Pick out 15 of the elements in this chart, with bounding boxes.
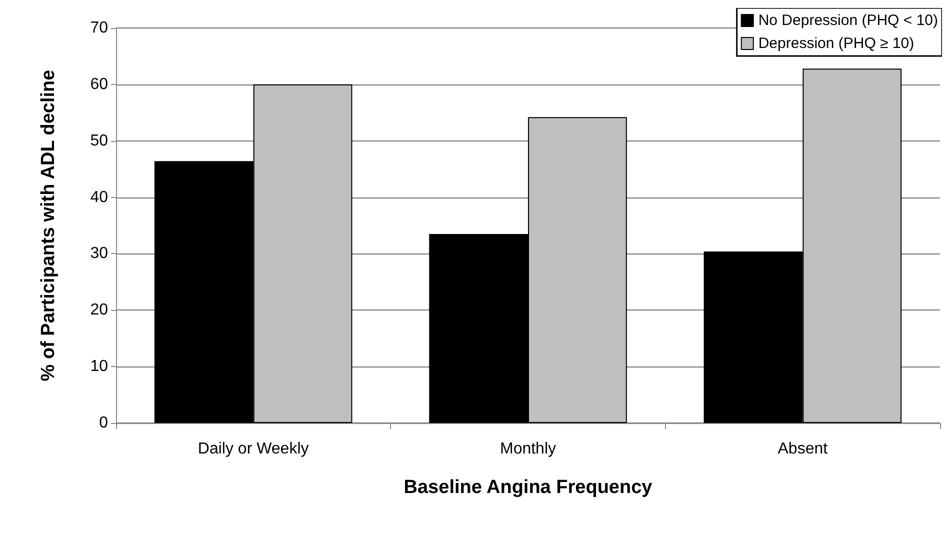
y-tick-label: 30 <box>90 245 108 262</box>
legend-label: No Depression (PHQ < 10) <box>758 12 938 29</box>
x-tick-label: Monthly <box>500 440 556 458</box>
y-tick-label: 40 <box>90 188 108 206</box>
y-tick-label: 0 <box>99 414 108 432</box>
y-tick-label: 70 <box>90 20 108 36</box>
legend-label: Depression (PHQ ≥ 10) <box>758 35 914 52</box>
y-axis-title: % of Participants with ADL decline <box>38 70 59 382</box>
y-tick-label: 10 <box>90 358 108 376</box>
x-axis-title: Baseline Angina Frequency <box>404 477 653 498</box>
x-tick-label: Daily or Weekly <box>198 440 309 458</box>
y-tick-label: 60 <box>90 76 108 93</box>
y-tick-label: 20 <box>90 302 108 319</box>
y-tick-label: 50 <box>90 132 108 150</box>
x-tick-label: Absent <box>778 440 828 458</box>
